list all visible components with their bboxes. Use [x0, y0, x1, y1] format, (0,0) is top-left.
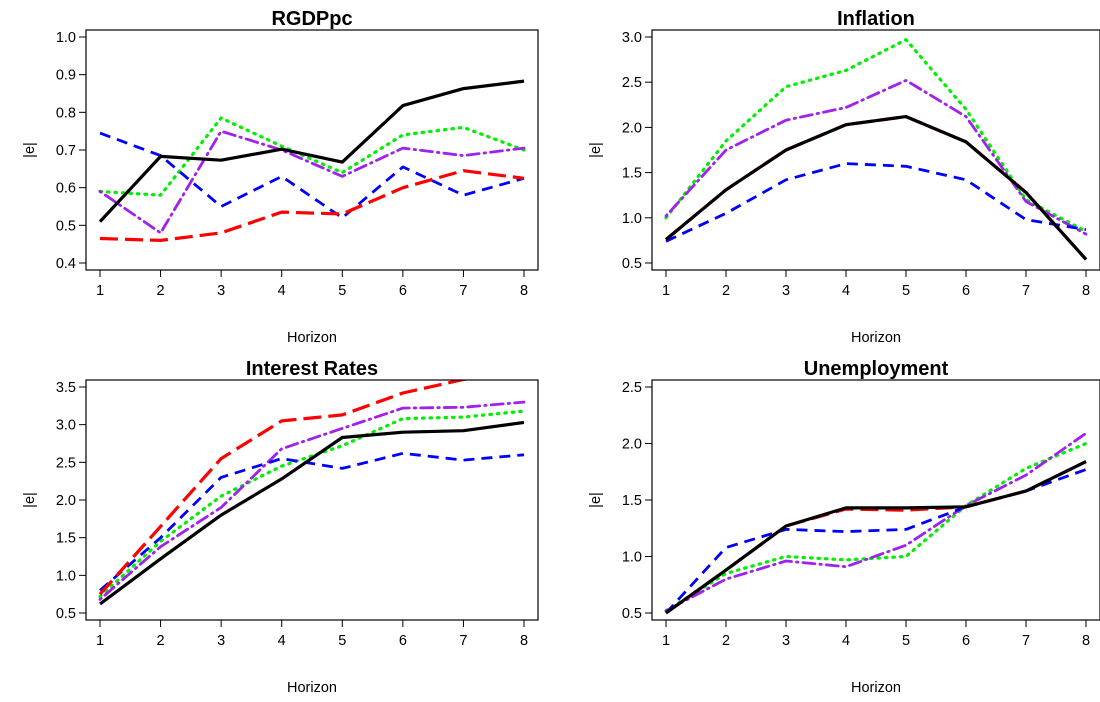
y-axis-label: |e|	[588, 492, 604, 508]
series-line-red	[665, 460, 1087, 615]
series-line-green	[98, 116, 526, 197]
series-group	[664, 431, 1088, 615]
panel-title: Inflation	[837, 8, 915, 30]
x-tick-label: 3	[782, 283, 790, 299]
panel-1: RGDPpc 1 2 3 4 5 6 7 8 0.4 0.5 0.6 0.7 0.8 0.9 1.0 Horiz…	[22, 8, 539, 346]
x-tick-label: 4	[842, 283, 850, 299]
y-tick-label: 1.5	[622, 493, 642, 509]
y-tick-label: 0.5	[56, 218, 76, 234]
y-tick-label: 0.5	[622, 256, 642, 272]
x-tick-label: 8	[1082, 283, 1090, 299]
y-axis-label: |e|	[22, 142, 38, 158]
x-tick-label: 7	[459, 633, 467, 649]
y-tick-label: 3.0	[622, 30, 642, 46]
y-tick-label: 1.0	[622, 550, 642, 566]
y-tick-label: 2.5	[622, 380, 642, 396]
series-line-black	[98, 79, 525, 223]
x-tick-label: 5	[338, 633, 346, 649]
y-tick-label: 0.4	[56, 256, 76, 272]
panel-title: RGDPpc	[271, 8, 352, 30]
y-tick-label: 0.8	[56, 105, 76, 121]
x-tick-label: 2	[722, 283, 730, 299]
x-tick-label: 3	[217, 633, 225, 649]
x-tick-label: 5	[902, 633, 910, 649]
x-axis-label: Horizon	[851, 680, 901, 696]
series-line-purple	[98, 129, 526, 235]
series-line-blue	[99, 451, 525, 592]
series-line-purple	[98, 400, 526, 601]
x-tick-label: 6	[962, 633, 970, 649]
y-tick-label: 0.5	[622, 606, 642, 622]
series-line-red	[98, 380, 470, 596]
x-axis-label: Horizon	[287, 680, 337, 696]
y-tick-label: 3.5	[56, 380, 76, 396]
x-tick-label: 6	[962, 283, 970, 299]
x-tick-label: 8	[1082, 633, 1090, 649]
series-group	[664, 38, 1088, 261]
x-tick-label: 5	[338, 283, 346, 299]
x-tick-label: 7	[1022, 633, 1030, 649]
x-tick-label: 3	[782, 633, 790, 649]
series-line-black	[664, 114, 1088, 261]
y-tick-label: 1.0	[56, 30, 76, 46]
x-tick-label: 4	[842, 633, 850, 649]
y-tick-label: 2.0	[622, 437, 642, 453]
y-tick-label: 2.0	[622, 120, 642, 136]
panel-3: Interest Rates 1 2 3 4 5 6 7 8 0.5 1.0 1.5 2.0 2.5 3.0…	[22, 358, 539, 696]
y-axis-label: |e|	[22, 492, 38, 508]
y-tick-label: 0.9	[56, 68, 76, 84]
series-line-purple	[664, 79, 1088, 236]
y-tick-label: 1.0	[56, 568, 76, 584]
y-tick-label: 0.5	[56, 606, 76, 622]
x-tick-label: 8	[520, 633, 528, 649]
x-tick-label: 8	[520, 283, 528, 299]
series-line-black	[99, 420, 525, 606]
x-tick-label: 1	[662, 283, 670, 299]
y-tick-label: 0.7	[56, 143, 76, 159]
x-tick-label: 2	[722, 633, 730, 649]
panel-title: Unemployment	[804, 358, 949, 380]
y-tick-label: 3.0	[56, 418, 76, 434]
x-tick-label: 4	[278, 283, 286, 299]
x-tick-label: 4	[278, 633, 286, 649]
x-tick-label: 7	[459, 283, 467, 299]
y-tick-label: 2.0	[56, 493, 76, 509]
x-tick-label: 6	[399, 633, 407, 649]
x-tick-label: 6	[399, 283, 407, 299]
series-line-black	[665, 460, 1087, 615]
y-tick-label: 1.5	[56, 531, 76, 547]
panel-title: Interest Rates	[246, 358, 378, 380]
plot-frame	[85, 29, 539, 271]
x-tick-label: 2	[157, 283, 165, 299]
panel-4: Unemployment 1 2 3 4 5 6 7 8 0.5 1.0 1.5 2.0 2.5 Horiz…	[588, 358, 1100, 696]
x-axis-label: Horizon	[287, 330, 337, 346]
y-axis-label: |e|	[588, 142, 604, 158]
y-tick-label: 1.0	[622, 211, 642, 227]
x-tick-label: 1	[96, 283, 104, 299]
x-tick-label: 1	[96, 633, 104, 649]
panel-2: Inflation 1 2 3 4 5 6 7 8 0.5 1.0 1.5 2.0 2.5 3.0 Horiz…	[588, 8, 1100, 346]
x-tick-label: 5	[902, 283, 910, 299]
x-axis-label: Horizon	[851, 330, 901, 346]
x-tick-label: 7	[1022, 283, 1030, 299]
series-group	[98, 380, 526, 606]
series-line-green	[664, 441, 1088, 613]
series-line-blue	[99, 131, 525, 220]
x-tick-label: 3	[217, 283, 225, 299]
y-tick-label: 1.5	[622, 166, 642, 182]
x-tick-label: 1	[662, 633, 670, 649]
series-group	[98, 79, 526, 242]
plot-frame	[651, 29, 1100, 271]
y-tick-label: 2.5	[622, 75, 642, 91]
series-line-red	[99, 169, 525, 242]
y-tick-label: 2.5	[56, 455, 76, 471]
series-line-blue	[665, 162, 1087, 243]
series-line-green	[664, 38, 1088, 233]
y-tick-label: 0.6	[56, 181, 76, 197]
x-tick-label: 2	[157, 633, 165, 649]
series-line-purple	[664, 431, 1088, 613]
series-line-green	[98, 409, 526, 599]
